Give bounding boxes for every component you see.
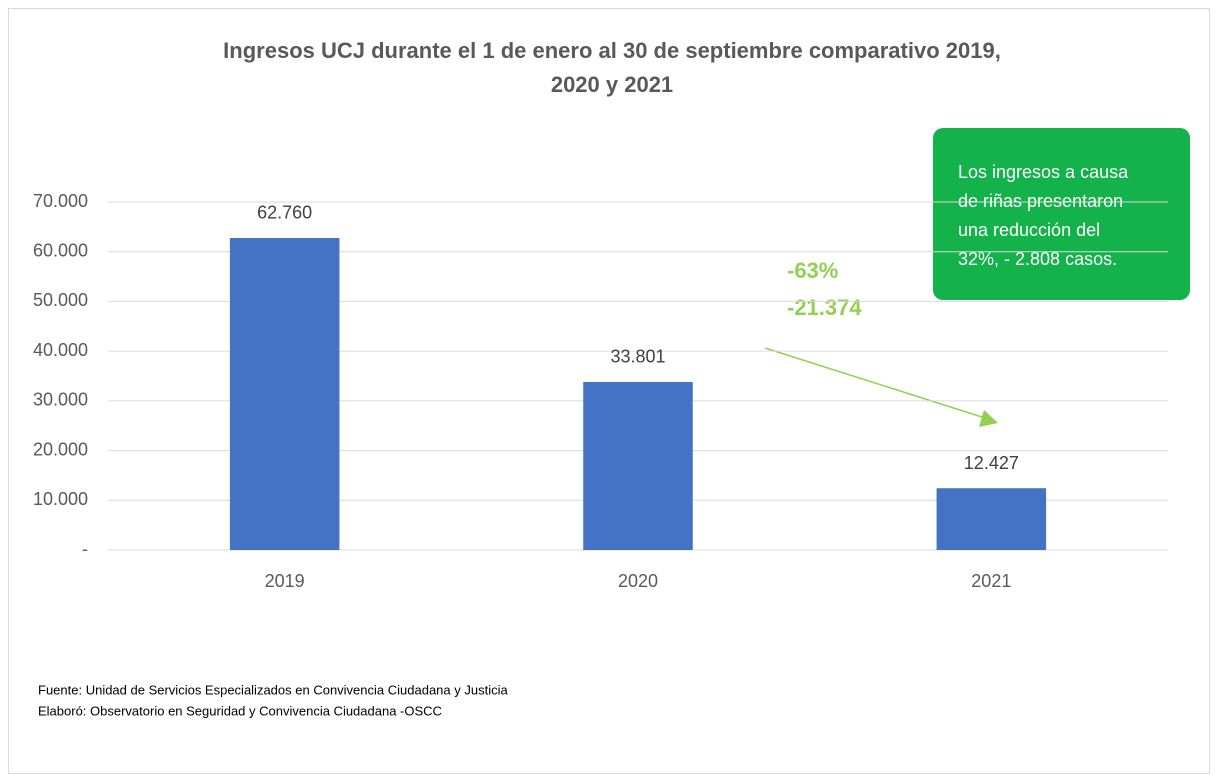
- x-tick-label: 2021: [971, 571, 1011, 591]
- y-tick-label: 20.000: [33, 439, 88, 459]
- callout-text: una reducción del: [958, 220, 1100, 240]
- footnote: Elaboró: Observatorio en Seguridad y Con…: [38, 703, 442, 718]
- y-tick-label: 60.000: [33, 240, 88, 260]
- callout-box: [933, 128, 1190, 300]
- chart-title: Ingresos UCJ durante el 1 de enero al 30…: [223, 38, 1001, 63]
- bar: [936, 488, 1047, 550]
- y-tick-label: 70.000: [33, 191, 88, 211]
- x-tick-label: 2019: [265, 571, 305, 591]
- y-tick-label: 40.000: [33, 340, 88, 360]
- bar: [229, 237, 340, 550]
- annotation: -21.374: [787, 295, 862, 320]
- annotation: -63%: [787, 258, 838, 283]
- x-tick-label: 2020: [618, 571, 658, 591]
- bar: [583, 381, 693, 550]
- y-tick-label: 50.000: [33, 290, 88, 310]
- y-tick-label: -: [82, 539, 88, 559]
- arrow-line: [764, 347, 986, 419]
- y-tick-label: 10.000: [33, 489, 88, 509]
- footnote: Fuente: Unidad de Servicios Especializad…: [38, 682, 508, 697]
- arrow-head: [979, 410, 998, 427]
- y-tick-label: 30.000: [33, 390, 88, 410]
- data-label: 12.427: [964, 453, 1019, 473]
- data-label: 62.760: [257, 203, 312, 223]
- callout-text: 32%, - 2.808 casos.: [958, 249, 1117, 269]
- callout-text: de riñas presentaron: [958, 191, 1123, 211]
- data-label: 33.801: [610, 347, 665, 367]
- chart-title: 2020 y 2021: [551, 72, 673, 97]
- callout-text: Los ingresos a causa: [958, 162, 1129, 182]
